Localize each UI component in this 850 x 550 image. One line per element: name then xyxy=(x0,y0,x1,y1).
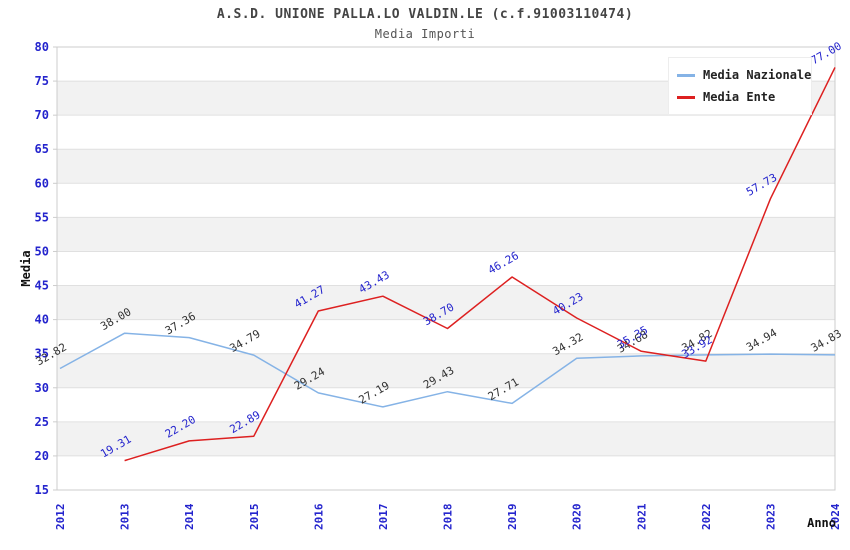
svg-text:80: 80 xyxy=(35,40,49,54)
svg-text:70: 70 xyxy=(35,108,49,122)
legend-label: Media Ente xyxy=(703,90,776,104)
svg-text:2016: 2016 xyxy=(312,503,325,530)
x-tick-labels: 2012 2013 2014 2015 2016 2017 2018 2019 2020 2021… xyxy=(54,503,842,530)
svg-text:40: 40 xyxy=(35,313,49,327)
y-gridlines xyxy=(53,46,835,491)
svg-text:2019: 2019 xyxy=(506,504,519,531)
legend-item-media-ente: Media Ente xyxy=(677,86,803,108)
svg-text:60: 60 xyxy=(35,176,49,190)
series-line-media-ente xyxy=(124,67,836,462)
svg-text:2023: 2023 xyxy=(764,504,777,531)
legend-item-media-nazionale: Media Nazionale xyxy=(677,64,811,86)
svg-text:2012: 2012 xyxy=(54,504,67,531)
y-axis-title: Media xyxy=(19,250,33,286)
svg-text:2021: 2021 xyxy=(635,503,648,530)
svg-text:35: 35 xyxy=(35,347,49,361)
svg-text:25: 25 xyxy=(35,415,49,429)
svg-text:2013: 2013 xyxy=(119,504,132,531)
svg-text:2017: 2017 xyxy=(377,504,390,531)
svg-text:2014: 2014 xyxy=(183,503,196,530)
svg-text:45: 45 xyxy=(35,279,49,293)
chart-subtitle: Media Importi xyxy=(374,27,476,41)
series-line-media-nazionale xyxy=(59,332,836,408)
x-axis-title: Anno xyxy=(807,516,836,530)
svg-text:75: 75 xyxy=(35,74,49,88)
svg-text:20: 20 xyxy=(35,449,49,463)
svg-text:50: 50 xyxy=(35,244,49,258)
svg-text:55: 55 xyxy=(35,210,49,224)
chart-title: A.S.D. UNIONE PALLA.LO VALDIN.LE (c.f.91… xyxy=(216,7,634,22)
svg-text:15: 15 xyxy=(35,483,49,497)
svg-text:2020: 2020 xyxy=(571,504,584,531)
legend-label: Media Nazionale xyxy=(703,68,812,82)
plot-border xyxy=(56,46,836,491)
svg-text:2018: 2018 xyxy=(442,504,455,531)
plot-bands xyxy=(57,47,835,490)
svg-text:30: 30 xyxy=(35,381,49,395)
svg-text:2022: 2022 xyxy=(700,504,713,531)
svg-text:2024: 2024 xyxy=(829,503,842,530)
svg-text:2015: 2015 xyxy=(248,504,261,531)
svg-text:65: 65 xyxy=(35,142,49,156)
legend-swatch-icon xyxy=(677,95,695,99)
legend-swatch-icon xyxy=(677,73,695,77)
chart-legend: Media Nazionale Media Ente xyxy=(668,57,812,115)
y-tick-labels: 15 20 25 30 35 40 45 50 55 60 65 70 75 80 xyxy=(35,40,49,497)
